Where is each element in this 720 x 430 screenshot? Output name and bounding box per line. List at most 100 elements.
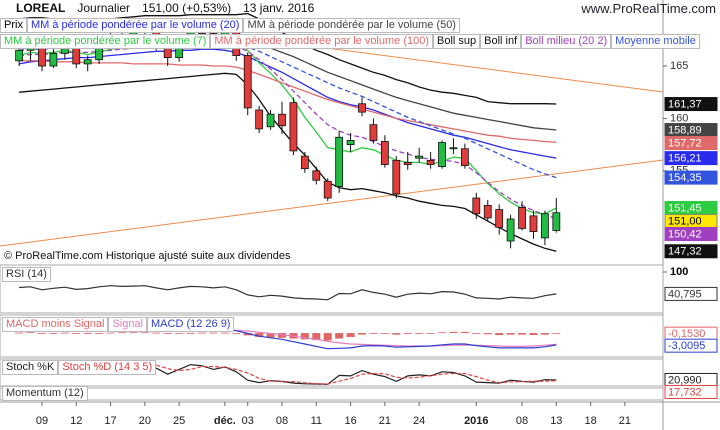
histogram-bar [392, 333, 401, 335]
histogram-bar [106, 332, 115, 334]
x-tick-label: 20 [139, 415, 151, 427]
legend: Momentum (12) [2, 386, 88, 401]
candle-body [266, 113, 275, 128]
legend-item: Stoch %K [2, 360, 59, 375]
histogram-bar [540, 333, 549, 335]
candle-body [243, 55, 252, 109]
histogram-bar [495, 333, 504, 336]
header: LOREAL Journalier 151,00 (+0,53%) 13 jan… [16, 1, 314, 15]
candle-body [255, 109, 264, 130]
histogram-bar [449, 331, 458, 334]
value-label: 17,732 [668, 386, 702, 398]
histogram-bar [278, 333, 287, 338]
indicator-line [19, 72, 557, 252]
histogram-bar [83, 333, 92, 334]
x-tick-label: 16 [344, 415, 356, 427]
legend-item: MM à période pondérée par le volume (100… [210, 34, 434, 49]
candle-body [495, 209, 504, 228]
histogram-bar [323, 333, 332, 341]
indicator-line [19, 44, 557, 220]
macd-panel [0, 314, 664, 358]
histogram-bar [255, 333, 264, 337]
legend: Stoch %K Stoch %D (14 3 5) [2, 360, 157, 375]
value-box [664, 286, 718, 301]
candle-body [518, 207, 526, 229]
legend-item: Boll milieu (20 2) [521, 34, 612, 49]
x-tick-label: 24 [413, 415, 425, 427]
value-box [664, 384, 718, 399]
x-tick-label: 21 [379, 415, 391, 427]
legend: Prix MM à période pondérée par le volume … [0, 18, 460, 33]
panel-title: Momentum (12) [2, 386, 88, 401]
histogram-bar [346, 333, 355, 337]
histogram-bar [232, 333, 241, 334]
legend-item: Moyenne mobile [611, 34, 700, 49]
x-tick-label: 21 [619, 415, 631, 427]
histogram-bar [209, 332, 218, 334]
histogram-bar [312, 333, 321, 341]
legend-item: Stoch %D (14 3 5) [58, 360, 157, 375]
value-box [664, 151, 718, 166]
value-label: 154,35 [668, 172, 702, 184]
histogram-bar [380, 333, 389, 334]
instrument: LOREAL [16, 1, 66, 15]
legend-item: MACD moins Signal [2, 317, 109, 332]
candle-body [449, 147, 458, 150]
histogram-bar [472, 333, 481, 334]
histogram-bar [140, 332, 149, 334]
value-label: -3,0095 [668, 340, 705, 352]
value-label: 156,21 [668, 153, 702, 165]
legend-item: Signal [108, 317, 147, 332]
histogram-bar [163, 333, 172, 334]
x-tick-label: 08 [516, 415, 528, 427]
x-tick-label: déc. [214, 415, 236, 427]
trend-line [0, 159, 664, 247]
legend: MACD moins Signal Signal MACD (12 26 9) [2, 317, 235, 332]
candle-body [369, 124, 378, 141]
candle-body [49, 53, 58, 67]
histogram-bar [426, 333, 435, 334]
value-label: 151,45 [668, 202, 702, 214]
x-tick-label: 18 [584, 415, 596, 427]
y-tick-label: 160 [670, 112, 688, 124]
histogram-bar [175, 333, 184, 334]
value-label: 151,00 [668, 215, 702, 227]
candle-body [403, 162, 412, 165]
candle-body [358, 103, 366, 113]
x-tick-label: 2016 [464, 415, 488, 427]
indicator-line [19, 329, 557, 347]
candle-body [312, 170, 321, 181]
histogram-bar [300, 333, 309, 340]
x-tick-label: 11 [311, 415, 322, 427]
x-tick-label: 09 [36, 415, 48, 427]
candle-body [426, 159, 435, 165]
date: 13 janv. 2016 [243, 1, 315, 15]
x-tick-label: 17 [104, 415, 116, 427]
candle-body [552, 212, 561, 231]
histogram-bar [197, 332, 206, 334]
candle-body [300, 155, 309, 170]
candle-body [540, 213, 549, 239]
histogram-bar [26, 332, 35, 334]
candle-body [83, 59, 92, 65]
histogram-bar [415, 333, 424, 334]
histogram-bar [335, 333, 344, 339]
candle-body [346, 140, 355, 145]
value-label: 20,990 [668, 374, 702, 386]
indicator-line [18, 48, 557, 159]
value-box [664, 136, 718, 151]
value-box [664, 97, 718, 112]
legend-item: MM à période pondérée par le volume (7) [0, 34, 211, 49]
candle-body [380, 141, 389, 165]
histogram-bar [186, 333, 195, 334]
histogram-bar [95, 333, 104, 334]
legend-item: Boll sup [433, 34, 481, 49]
legend-item: Prix [0, 18, 27, 33]
indicator-line [19, 328, 557, 350]
histogram-bar [243, 333, 252, 336]
histogram-bar [266, 333, 275, 338]
histogram-bar [117, 332, 126, 334]
candle-body [392, 159, 401, 195]
value-label: -0,1530 [668, 328, 705, 340]
